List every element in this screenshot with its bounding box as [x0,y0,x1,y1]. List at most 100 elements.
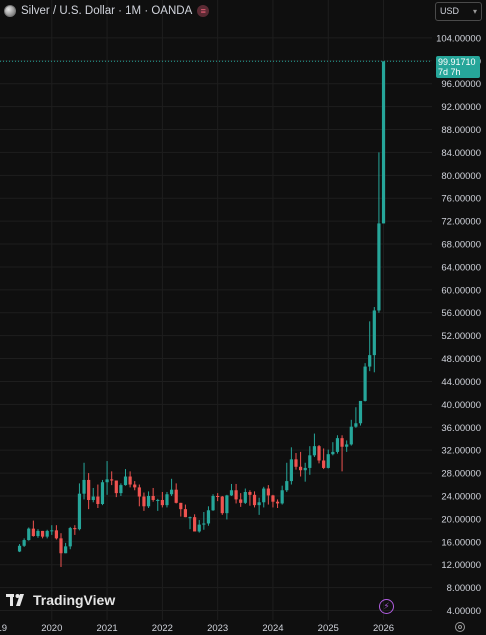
y-tick-label: 60.00000 [441,285,481,296]
candle-body [317,446,321,461]
y-tick-label: 104.00000 [436,33,481,44]
candle-body [363,366,367,401]
candle-body [22,540,26,546]
candle-body [142,496,146,507]
candle-body [239,499,243,503]
y-tick-label: 92.00000 [441,102,481,113]
candle-body [252,494,257,506]
candle-body [100,482,105,504]
tradingview-logo[interactable]: TradingView [6,592,115,608]
candle-body [31,528,35,537]
x-tick-label: 2021 [97,623,118,634]
candle-body [87,479,91,500]
candle-body [54,530,58,539]
candle-body [285,481,289,491]
candle-body [312,446,317,456]
candle-body [234,490,238,500]
candle-body [202,523,206,525]
candles-group [17,61,386,567]
candle-body [151,495,155,500]
candle-body [174,489,178,503]
candle-body [275,501,280,504]
candle-body [27,528,31,541]
chart-legend[interactable]: Silver / U.S. Dollar · 1M · OANDA ≡ [4,2,210,20]
tradingview-logo-icon [6,594,24,606]
candle-body [123,476,128,486]
y-tick-label: 16.00000 [441,537,481,548]
candle-body [308,455,312,468]
candle-body [289,459,293,482]
candle-body [326,454,330,468]
settings-icon[interactable] [455,622,465,632]
y-tick-label: 8.00000 [447,583,481,594]
candle-body [266,488,270,496]
candle-body [119,485,123,494]
candle-body [160,499,164,506]
y-tick-label: 48.00000 [441,354,481,365]
candle-body [358,400,363,424]
candle-body [243,491,247,503]
candle-body [91,496,95,500]
logo-text: TradingView [33,592,116,608]
candle-body [349,426,353,445]
candle-body [156,499,160,501]
currency-select[interactable]: USD ▾ [435,2,482,21]
y-tick-label: 56.00000 [441,308,481,319]
chart-title: Silver / U.S. Dollar · 1M · OANDA [21,5,193,17]
candle-body [322,460,326,468]
candle-body [50,530,54,532]
candle-body [294,459,298,467]
candle-body [137,487,141,497]
warning-circle-icon[interactable]: ≡ [197,5,210,17]
candle-body [45,530,49,537]
candle-body [368,355,372,367]
candle-body [197,524,201,532]
candle-body [340,438,344,447]
candle-body [331,451,335,455]
candle-body [146,495,151,507]
candle-body [262,488,266,503]
candle-body [133,484,137,488]
candle-body [193,517,197,532]
x-tick-label: 2020 [41,623,62,634]
y-tick-label: 32.00000 [441,446,481,457]
y-tick-label: 36.00000 [441,423,481,434]
candle-body [183,509,188,518]
y-tick-label: 20.00000 [441,514,481,525]
candle-body [110,479,114,481]
y-tick-label: 68.00000 [441,240,481,251]
candle-body [68,528,72,547]
last-price-label: 99.91710 7d 7h [436,56,480,78]
candle-body [372,310,376,356]
candle-body [216,495,220,497]
candle-body [354,423,358,427]
candle-body [96,496,100,504]
candle-body [229,490,234,496]
y-tick-label: 28.00000 [441,469,481,480]
flash-icon[interactable]: ⚡ [379,599,394,614]
y-tick-label: 72.00000 [441,217,481,228]
y-tick-label: 84.00000 [441,148,481,159]
candle-body [82,479,86,494]
y-tick-label: 44.00000 [441,377,481,388]
y-tick-label: 88.00000 [441,125,481,136]
candle-body [17,545,22,552]
y-tick-label: 4.00000 [447,606,481,617]
candle-body [271,495,275,502]
candle-body [303,467,307,471]
y-tick-label: 40.00000 [441,400,481,411]
bar-countdown: 7d 7h [438,67,461,77]
candle-body [105,479,109,483]
currency-label: USD [440,6,460,16]
candle-body [220,496,224,514]
candle-body [114,480,118,494]
time-axis: 2019 2020 2021 2022 2023 2024 2025 2026 [0,623,394,634]
candle-body [169,489,174,495]
y-tick-label: 80.00000 [441,171,481,182]
candle-body [40,530,45,537]
candle-body [280,490,284,504]
y-tick-label: 52.00000 [441,331,481,342]
x-tick-label: 2019 [0,623,7,634]
price-axis: 4.00000 8.00000 12.00000 16.00000 20.00000 24… [436,33,481,617]
